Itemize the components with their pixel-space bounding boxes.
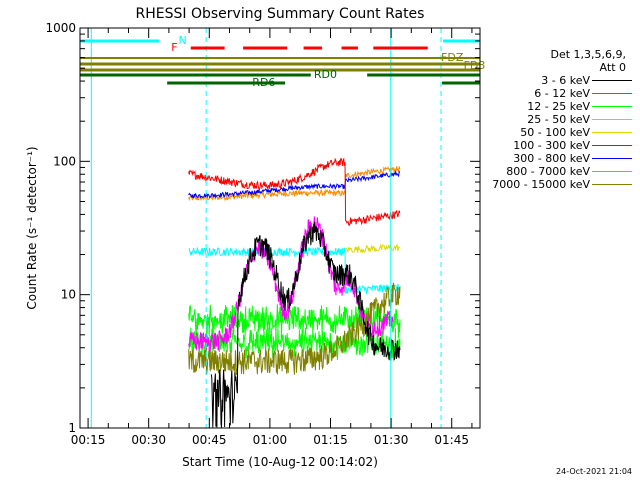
legend-item: 6 - 12 keV — [482, 87, 638, 100]
x-tick-label: 01:30 — [374, 433, 409, 447]
chart-legend: Det 1,3,5,6,9, Att 0 3 - 6 keV 6 - 12 keV… — [482, 48, 638, 191]
legend-swatch — [592, 106, 632, 107]
legend-swatch — [592, 80, 632, 81]
y-axis-label: Count Rate (s⁻¹ detector⁻¹) — [25, 146, 39, 309]
legend-item: 12 - 25 keV — [482, 100, 638, 113]
x-tick-label: 01:45 — [434, 433, 469, 447]
y-tick-label: 1000 — [45, 21, 76, 35]
flag-label-rd6: RD6 — [252, 76, 275, 89]
y-tick-label: 100 — [53, 154, 76, 168]
series-line-12-25kev — [188, 304, 401, 339]
legend-header-detectors: Det 1,3,5,6,9, — [550, 48, 626, 61]
flag-label-rd0: RD0 — [314, 68, 337, 81]
legend-swatch — [592, 145, 632, 146]
x-tick-label: 00:45 — [192, 433, 227, 447]
x-axis-label: Start Time (10-Aug-12 00:14:02) — [182, 455, 378, 469]
x-tick-label: 01:00 — [253, 433, 288, 447]
x-tick-label: 00:15 — [71, 433, 106, 447]
legend-label: 300 - 800 keV — [513, 152, 590, 165]
series-line-100-300kev — [188, 157, 401, 227]
legend-item: 800 - 7000 keV — [482, 165, 638, 178]
y-tick-label: 10 — [61, 288, 76, 302]
legend-label: 6 - 12 keV — [534, 87, 590, 100]
legend-label: 25 - 50 keV — [527, 113, 590, 126]
legend-label: 50 - 100 keV — [520, 126, 590, 139]
series-line-3-6kev — [210, 221, 401, 428]
legend-label: 3 - 6 keV — [541, 74, 590, 87]
legend-item: 25 - 50 keV — [482, 113, 638, 126]
legend-label: 7000 - 15000 keV — [492, 178, 590, 191]
legend-label: 12 - 25 keV — [527, 100, 590, 113]
legend-label: 800 - 7000 keV — [506, 165, 590, 178]
legend-swatch — [592, 119, 632, 120]
legend-swatch — [592, 132, 632, 133]
flag-label-n: N — [178, 34, 186, 47]
flag-label-f: F — [171, 41, 177, 54]
legend-header-attenuator: Att 0 — [599, 61, 626, 74]
render-timestamp: 24-Oct-2021 21:04 — [556, 467, 632, 476]
legend-item: 300 - 800 keV — [482, 152, 638, 165]
plot-frame — [79, 27, 481, 429]
x-tick-label: 01:15 — [313, 433, 348, 447]
legend-item: 7000 - 15000 keV — [482, 178, 638, 191]
series-line-7000-15000kev — [188, 282, 401, 376]
legend-swatch — [592, 184, 632, 185]
legend-item: 100 - 300 keV — [482, 139, 638, 152]
series-line-50-100kev — [345, 243, 400, 254]
legend-swatch — [592, 158, 632, 159]
series-line-300-800kev — [188, 170, 401, 199]
chart-title: RHESSI Observing Summary Count Rates — [136, 6, 425, 22]
legend-item: 3 - 6 keV — [482, 74, 638, 87]
y-tick-label: 1 — [68, 421, 76, 435]
legend-item: 50 - 100 keV — [482, 126, 638, 139]
flag-label-fdz: FDZ — [441, 51, 464, 64]
legend-swatch — [592, 93, 632, 94]
legend-swatch — [592, 171, 632, 172]
x-tick-label: 00:30 — [131, 433, 166, 447]
data-traces — [188, 157, 401, 428]
legend-label: 100 - 300 keV — [513, 139, 590, 152]
series-line-25-50kev — [188, 246, 401, 295]
